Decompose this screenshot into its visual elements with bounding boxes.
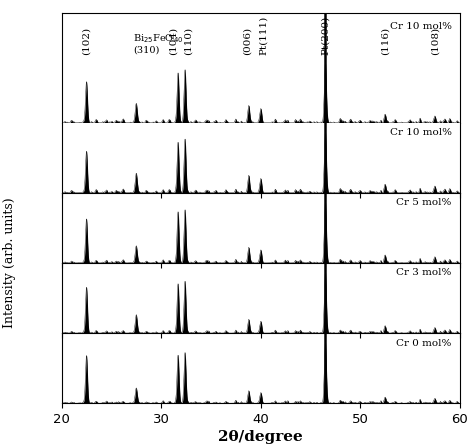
Text: (108): (108) [430,27,439,55]
Text: (006): (006) [242,27,251,55]
Text: (116): (116) [381,27,390,55]
Text: Bi$_{25}$FeO$_{40}$
(310): Bi$_{25}$FeO$_{40}$ (310) [133,32,183,55]
Text: Cr 10 mol%: Cr 10 mol% [390,22,452,31]
Text: Cr 0 mol%: Cr 0 mol% [396,339,452,348]
Text: Pt(200): Pt(200) [321,16,330,55]
Text: Pt(111): Pt(111) [259,16,268,55]
Text: (104): (104) [169,27,178,55]
Text: Cr 3 mol%: Cr 3 mol% [396,268,452,277]
Text: 2θ/degree: 2θ/degree [219,430,303,444]
Text: Cr 10 mol%: Cr 10 mol% [390,128,452,137]
Text: Intensity (arb. units): Intensity (arb. units) [3,198,16,328]
Text: Cr 5 mol%: Cr 5 mol% [396,198,452,207]
Text: (102): (102) [82,27,91,55]
Text: (110): (110) [183,27,192,55]
